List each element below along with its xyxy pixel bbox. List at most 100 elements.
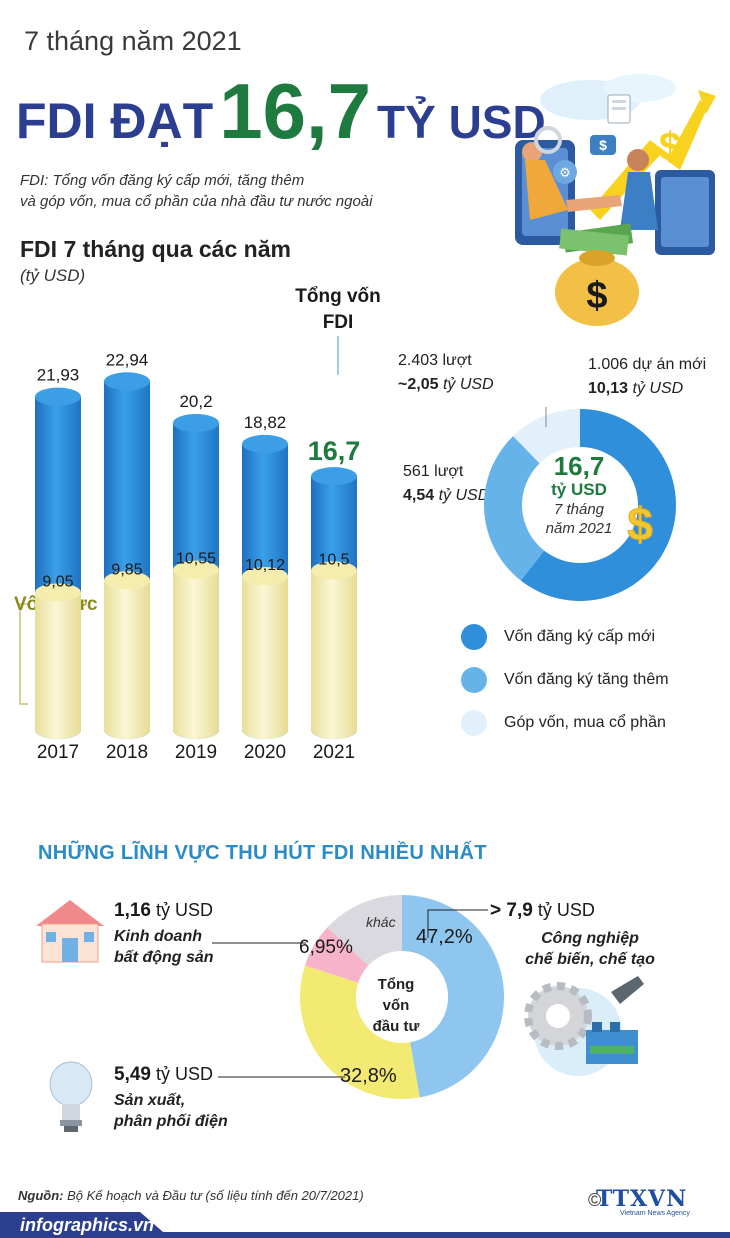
realized-value-label: 10,5 [318,551,349,568]
pct-label-electricity: 32,8% [340,1065,397,1087]
chart-title: FDI 7 tháng qua các năm [20,236,291,262]
label-other: khác [366,914,396,930]
sectors-title: NHỮNG LĨNH VỰC THU HÚT FDI NHIỀU NHẤT [38,842,487,864]
sector-real-estate: 1,16 tỷ USD Kinh doanh bất động sản [114,900,214,968]
sector-slice-2 [300,965,420,1099]
center-line-2: vốn [382,997,410,1014]
bar-total-top [35,387,81,406]
bar-realized [104,580,150,739]
donut-center: 16,7 tỷ USD 7 tháng năm 2021 [532,452,626,538]
total-fdi-label: Tổng vốn FDI [280,284,396,336]
realized-value-label: 10,55 [176,551,216,568]
total-value-label: 22,94 [106,350,149,369]
bar-group-2019 [173,413,219,739]
fdi-definition: FDI: Tổng vốn đăng ký cấp mới, tăng thêm… [20,170,400,212]
count-text: 2.403 lượt [398,352,472,369]
light-bulb-icon [49,1061,93,1132]
bar-group-2017 [35,387,81,739]
bar-realized-top [104,571,150,590]
dollar-coin-icon: $ [627,498,654,551]
site-link[interactable]: infographics.vn [20,1215,155,1235]
sector-amount: > 7,9 [490,900,533,921]
sector-slice-4 [327,895,402,966]
headline-suffix: TỶ USD [377,96,546,148]
value-text: 10,13 [588,380,629,397]
handshake-illustration: ⚙ $ $ [515,74,716,255]
svg-text:$: $ [586,275,607,317]
bar-total-top [173,413,219,432]
copyright-icon: © [588,1190,602,1210]
value-text: ~2,05 [398,376,439,393]
bar-total-top [311,467,357,486]
total-value-label: 20,2 [179,392,212,411]
bar-group-2021 [311,467,357,739]
sector-name-line-2: phân phối điện [114,1113,228,1130]
realized-value-label: 9,85 [111,561,142,578]
pct-label-manufacturing: 47,2% [416,926,473,948]
sector-name-line-2: bất động sản [114,949,214,966]
definition-line-2: và góp vốn, mua cổ phần của nhà đầu tư n… [20,193,373,210]
sector-slice-3 [304,927,369,983]
legend-label: Vốn đăng ký tăng thêm [504,671,669,688]
slice-note-added: 561 lượt 4,54 tỷ USD [403,460,489,508]
svg-text:$: $ [599,137,607,153]
count-text: 1.006 dự án mới [588,356,707,373]
sector-unit: tỷ USD [537,900,595,920]
bar-realized-top [242,567,288,586]
bar-group-2018 [104,372,150,739]
value-text: 4,54 [403,487,435,504]
pct-label-real-estate: 6,95% [299,937,353,958]
gear-wrench-factory-icon [524,976,644,1076]
bar-total-top [104,372,150,391]
center-line-1: Tổng [377,976,415,993]
money-bag-icon: $ [555,223,639,326]
bar-realized [35,592,81,739]
unit-text: tỷ USD [442,376,494,393]
source-label: Nguồn: [18,1188,64,1203]
sector-name-line-1: Công nghiệp [541,930,639,947]
bar-total-top [242,434,288,453]
donut-slice-1 [520,409,676,601]
unit-text: tỷ USD [438,487,490,504]
realized-value-label: 9,05 [42,573,73,590]
bar-realized-top [35,583,81,602]
total-fdi-label-line-1: Tổng vốn [295,286,381,307]
logo-tagline: Vietnam News Agency [620,1210,690,1217]
legend-swatch [461,667,487,693]
ttxvn-logo: TTXVN [596,1186,688,1212]
legend-item-new: Vốn đăng ký cấp mới [461,623,655,651]
legend-item-added: Vốn đăng ký tăng thêm [461,666,669,694]
total-value-label: 16,7 [308,436,361,466]
slice-note-new: 1.006 dự án mới 10,13 tỷ USD [588,353,706,401]
sector-leader-lines [212,909,488,1078]
center-value: 16,7 [553,451,605,481]
x-tick-label: 2020 [244,742,286,763]
fdi-bar-chart: Vốn thực hiện21,939,05201722,949,8520182… [14,336,361,763]
fdi-type-donut [484,407,676,601]
sector-manufacturing: > 7,9 tỷ USD [490,900,595,922]
center-period-2: năm 2021 [545,520,613,537]
sector-manufacturing-name: Công nghiệp chế biến, chế tạo [514,928,666,970]
x-tick-label: 2019 [175,742,217,763]
sector-name-line-1: Kinh doanh [114,928,202,945]
bar-realized-top [311,561,357,580]
legend-item-contribution: Góp vốn, mua cổ phần [461,709,666,737]
sector-donut [300,895,505,1099]
legend-label: Vốn đăng ký cấp mới [504,628,656,645]
x-tick-label: 2017 [37,742,79,763]
footer-bar [0,1212,730,1238]
house-icon [36,900,104,963]
sector-donut-center: Tổng vốn đầu tư [356,974,436,1037]
realized-bracket [19,603,28,705]
donut-slice-3 [513,409,580,464]
headline: FDI ĐẠT16,7 TỶ USD [16,66,546,157]
bar-group-2020 [242,434,288,739]
headline-prefix: FDI ĐẠT [16,93,214,149]
definition-line-1: FDI: Tổng vốn đăng ký cấp mới, tăng thêm [20,172,305,189]
sector-slice-1 [402,895,505,1098]
legend-swatch [461,710,487,736]
legend-label: Góp vốn, mua cổ phần [504,714,666,731]
sector-name-line-2: chế biến, chế tạo [525,951,655,968]
bar-realized [242,576,288,739]
svg-text:$: $ [659,125,681,169]
